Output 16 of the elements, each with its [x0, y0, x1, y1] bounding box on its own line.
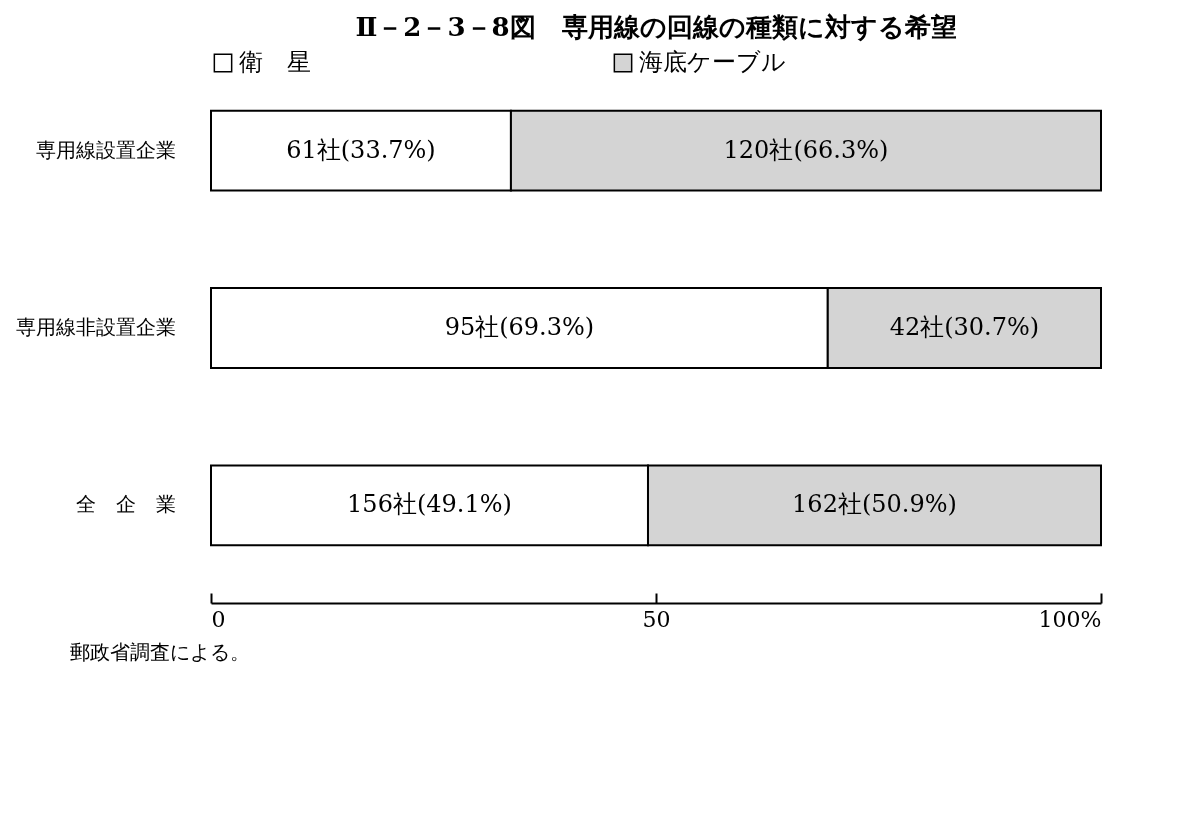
y-tick-label: 全 企 業	[75, 492, 176, 517]
y-tick-label: 専用線設置企業	[35, 137, 176, 162]
y-tick-label: 専用線非設置企業	[15, 315, 176, 339]
data-label: 42社(30.7%)	[889, 313, 1040, 341]
legend-label: 海底ケーブル	[639, 48, 786, 76]
x-tick-label: 0	[211, 606, 226, 632]
data-label: 162社(50.9%)	[792, 490, 957, 519]
data-label: 95社(69.3%)	[444, 313, 595, 341]
data-label: 120社(66.3%)	[723, 135, 889, 164]
chart-title: Ⅱ－2－3－8図 専用線の回線の種類に対する希望	[355, 12, 957, 42]
data-label: 156社(49.1%)	[347, 490, 512, 519]
data-label: 61社(33.7%)	[286, 135, 436, 164]
x-tick-label: 50	[642, 606, 671, 632]
legend-label: 衛 星	[239, 48, 311, 76]
x-tick-label: 100%	[1038, 606, 1102, 632]
text: 郵政省調査による。	[70, 639, 251, 666]
